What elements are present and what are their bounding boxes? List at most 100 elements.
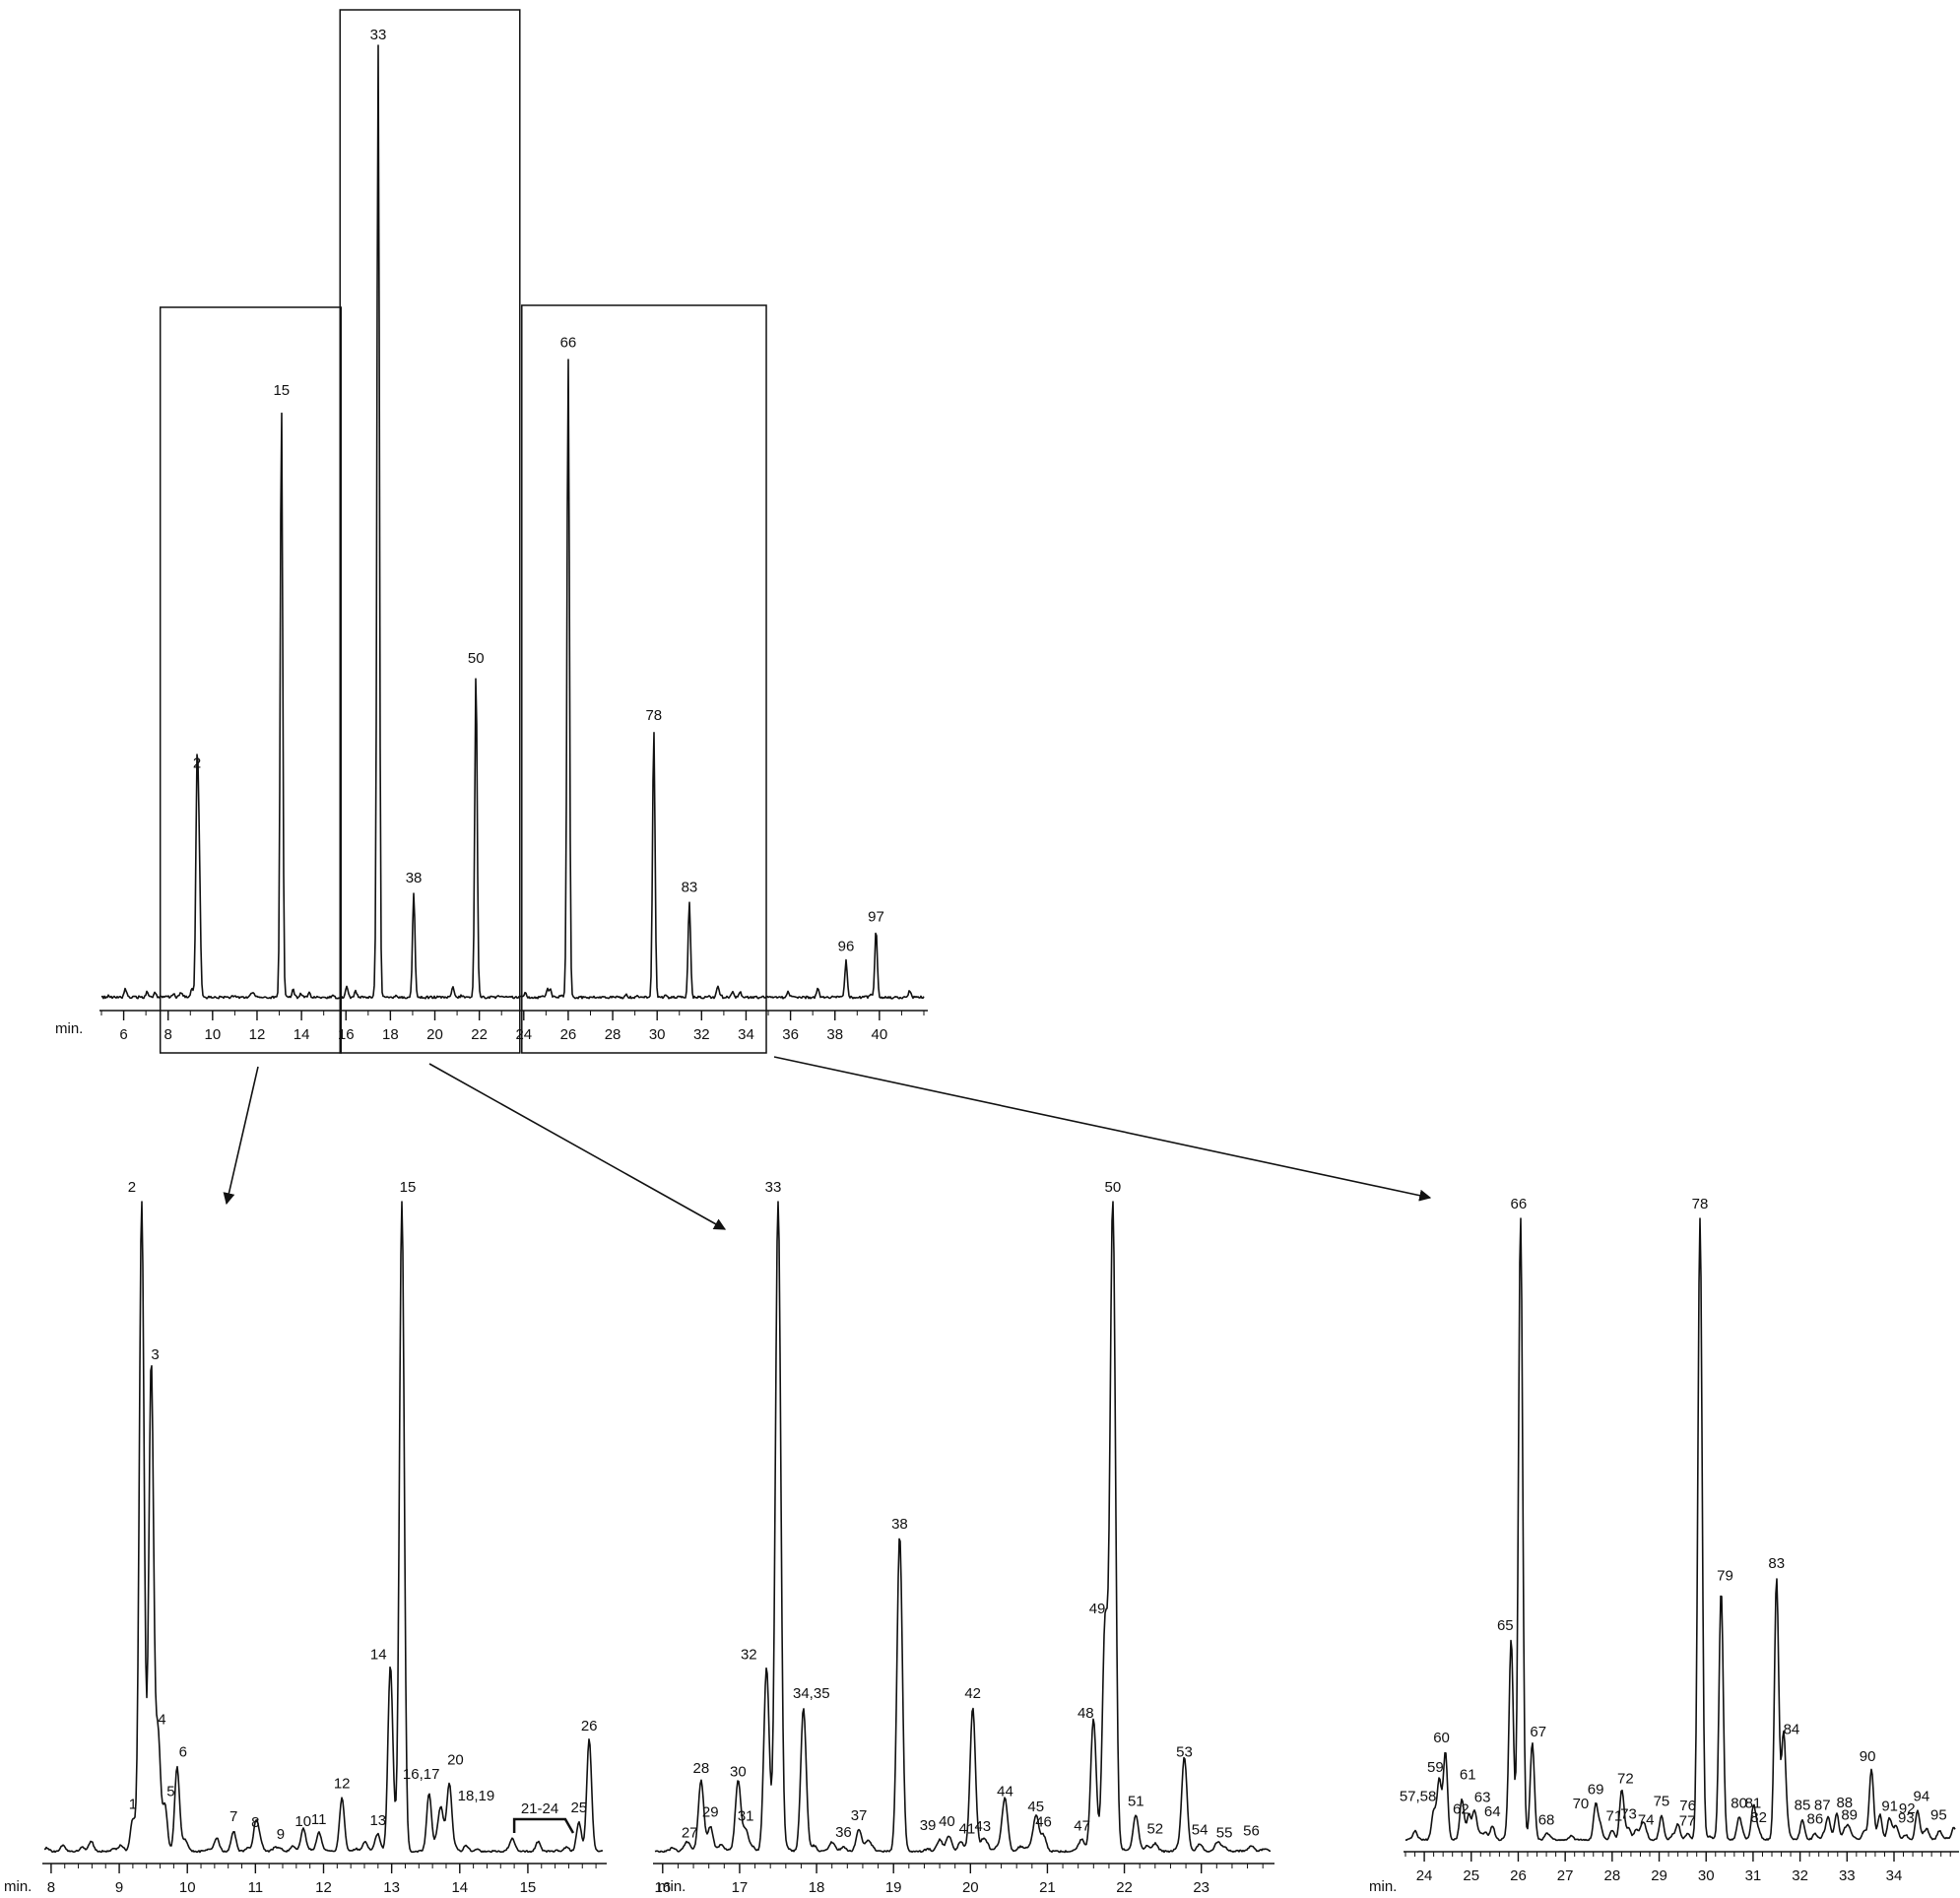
x-tick-label: 14 <box>294 1026 310 1043</box>
peak-group-bracket <box>512 1817 575 1834</box>
x-tick-label: 24 <box>1416 1867 1433 1884</box>
peak-label: 83 <box>1768 1555 1785 1572</box>
peak-label: 46 <box>1035 1813 1052 1830</box>
peak-label: 10 <box>294 1813 311 1830</box>
peak-label: 85 <box>1795 1798 1811 1814</box>
x-tick-label: 32 <box>1792 1867 1808 1884</box>
peak-label: 2 <box>128 1179 136 1196</box>
peak-label: 3 <box>151 1346 159 1363</box>
x-tick-label: 18 <box>382 1026 399 1043</box>
x-tick-label: 11 <box>248 1879 264 1896</box>
peak-label: 77 <box>1679 1812 1696 1829</box>
peak-label: 69 <box>1588 1782 1604 1799</box>
peak-label: 60 <box>1433 1730 1450 1746</box>
peak-label: 14 <box>370 1646 387 1663</box>
x-axis-unit-label: min. <box>4 1878 32 1895</box>
peak-label: 71 <box>1606 1807 1623 1824</box>
peak-label: 52 <box>1146 1821 1163 1838</box>
peak-label: 26 <box>581 1718 598 1734</box>
x-tick-label: 40 <box>872 1026 888 1043</box>
x-tick-label: 30 <box>1698 1867 1715 1884</box>
peak-label: 95 <box>1930 1807 1947 1824</box>
x-tick-label: 16 <box>654 1879 671 1896</box>
peak-label: 8 <box>251 1814 259 1831</box>
peak-label: 97 <box>868 909 884 926</box>
peak-label: 89 <box>1841 1807 1858 1824</box>
peak-label: 80 <box>1731 1796 1747 1812</box>
peak-label: 65 <box>1497 1617 1514 1634</box>
x-tick-label: 22 <box>471 1026 488 1043</box>
x-tick-label: 8 <box>47 1879 55 1896</box>
peak-label: 39 <box>920 1817 937 1834</box>
peak-label: 78 <box>645 707 662 724</box>
peak-label: 62 <box>1453 1801 1470 1818</box>
x-axis-unit-label: min. <box>55 1020 83 1037</box>
x-tick-label: 19 <box>885 1879 902 1896</box>
x-tick-label: 20 <box>426 1026 443 1043</box>
peak-label: 16,17 <box>403 1766 440 1783</box>
peak-label: 91 <box>1881 1798 1898 1814</box>
x-tick-label: 13 <box>383 1879 400 1896</box>
peak-label: 40 <box>939 1813 955 1830</box>
x-tick-label: 30 <box>649 1026 666 1043</box>
peak-label: 88 <box>1836 1795 1853 1811</box>
zoom-arrows <box>223 1056 1432 1230</box>
peak-label: 63 <box>1474 1789 1491 1805</box>
peak-label: 33 <box>370 27 387 43</box>
x-tick-label: 10 <box>179 1879 196 1896</box>
peak-label: 55 <box>1216 1825 1233 1842</box>
x-tick-label: 28 <box>1604 1867 1621 1884</box>
x-tick-label: 34 <box>1886 1867 1903 1884</box>
peak-label: 78 <box>1692 1196 1709 1212</box>
peak-label: 34,35 <box>793 1685 830 1702</box>
peak-label: 50 <box>468 650 485 667</box>
x-tick-label: 8 <box>164 1026 172 1043</box>
zoom-arrow <box>773 1056 1432 1202</box>
x-tick-label: 22 <box>1116 1879 1133 1896</box>
chromatogram-trace <box>100 44 925 1000</box>
peak-label: 59 <box>1427 1759 1444 1776</box>
peak-label: 50 <box>1105 1179 1122 1196</box>
peak-label: 74 <box>1638 1812 1655 1829</box>
peak-label: 5 <box>166 1783 174 1800</box>
x-tick-label: 12 <box>249 1026 266 1043</box>
peak-label: 54 <box>1192 1821 1209 1838</box>
x-tick-label: 12 <box>315 1879 332 1896</box>
x-tick-label: 23 <box>1193 1879 1209 1896</box>
chart-panel-overview: 6 8 10 12 14 16 18 20 22 24 26 28 30 32 34 36 38 40 min. 2 1… <box>55 9 928 1054</box>
peak-label: 93 <box>1898 1809 1915 1826</box>
peak-label: 66 <box>1511 1196 1528 1212</box>
x-tick-label: 16 <box>338 1026 355 1043</box>
peak-label: 32 <box>741 1646 757 1663</box>
peak-label: 68 <box>1538 1812 1555 1829</box>
chromatogram-trace <box>654 1201 1272 1854</box>
peak-label: 4 <box>158 1712 165 1729</box>
x-tick-label: 9 <box>115 1879 123 1896</box>
peak-label: 56 <box>1243 1823 1260 1840</box>
peak-label: 1 <box>129 1797 137 1813</box>
peak-label: 70 <box>1573 1796 1590 1812</box>
chromatogram-trace <box>1405 1217 1956 1842</box>
x-tick-label: 34 <box>738 1026 754 1043</box>
peak-label: 73 <box>1620 1805 1637 1822</box>
peak-label: 79 <box>1717 1568 1733 1585</box>
x-tick-label: 27 <box>1557 1867 1574 1884</box>
peak-label: 72 <box>1617 1771 1634 1788</box>
peak-label: 57,58 <box>1400 1789 1437 1805</box>
peak-label: 48 <box>1078 1705 1094 1722</box>
zoom-arrow <box>428 1063 727 1230</box>
peak-label: 31 <box>738 1807 754 1824</box>
peak-label: 6 <box>179 1744 187 1761</box>
x-tick-label: 26 <box>1510 1867 1527 1884</box>
peak-label: 18,19 <box>458 1788 495 1804</box>
peak-label: 29 <box>702 1804 719 1821</box>
peak-label: 11 <box>311 1811 327 1828</box>
x-tick-label: 14 <box>451 1879 468 1896</box>
zoom-arrow <box>223 1066 259 1206</box>
peak-label: 33 <box>765 1179 782 1196</box>
x-tick-label: 32 <box>693 1026 710 1043</box>
peak-label: 25 <box>570 1800 587 1816</box>
x-tick-label: 24 <box>515 1026 532 1043</box>
peak-label: 47 <box>1074 1817 1090 1834</box>
